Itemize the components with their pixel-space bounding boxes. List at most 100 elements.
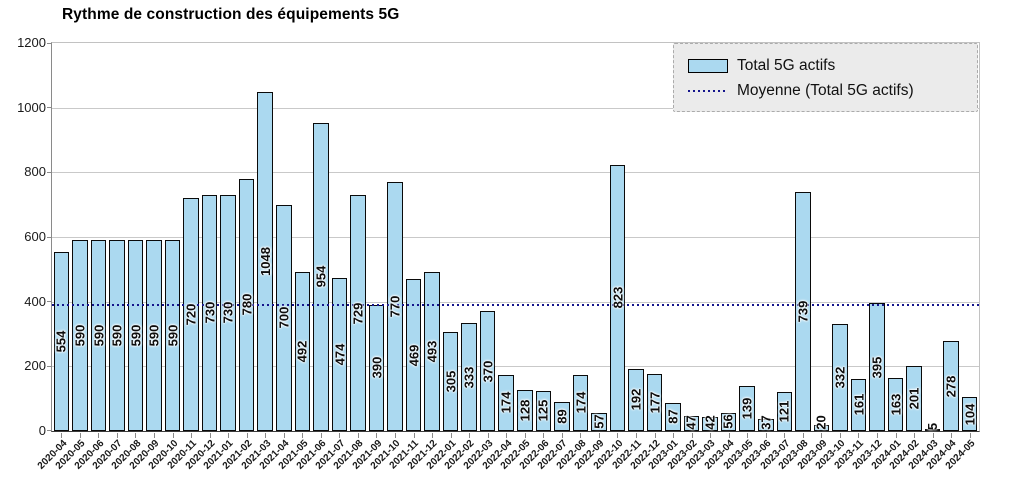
bar-value-label: 590 (90, 324, 106, 347)
bar-slot: 730 2021-01 (202, 43, 238, 472)
x-tick-mark (116, 432, 118, 438)
bar-slot: 770 2021-10 (369, 43, 405, 472)
bar-value-label: 128 (517, 399, 533, 422)
bar-slot: 121 2023-07 (758, 43, 794, 472)
y-axis-label: 400 (24, 293, 46, 309)
bar (183, 198, 199, 431)
bar-value-label: 780 (239, 294, 255, 316)
bar (201, 194, 218, 431)
bar-value-label: 20 (813, 414, 829, 430)
x-tick-mark (265, 432, 267, 438)
bar-slot: 700 2021-04 (258, 43, 293, 472)
bar (720, 412, 737, 431)
bar-value-label: 56 (721, 414, 737, 430)
dotted-line-swatch-icon (688, 90, 728, 92)
bar-slot: 87 2023-01 (647, 43, 683, 472)
x-tick-mark (691, 432, 693, 438)
bar-slot: 37 2023-06 (740, 43, 776, 472)
bar-slot: 47 2023-02 (666, 43, 701, 472)
bar-value-label: 125 (535, 399, 551, 422)
bar-value-label: 739 (795, 300, 811, 323)
x-tick-mark (802, 432, 804, 438)
bar (294, 271, 311, 431)
bar (554, 402, 570, 431)
bar-value-label: 89 (554, 409, 570, 424)
bar-value-label: 121 (776, 400, 792, 423)
bar (127, 240, 144, 431)
bar-value-label: 333 (461, 366, 477, 389)
x-tick-mark (172, 432, 174, 438)
bar (461, 323, 477, 431)
bar-slot: 192 2022-11 (610, 43, 646, 471)
x-tick-mark (135, 432, 137, 438)
bar-slot: 739 2023-08 (777, 43, 813, 472)
bar-slot: 174 2022-08 (554, 43, 590, 472)
bar-slot: 128 2022-05 (499, 43, 535, 472)
x-tick-mark (617, 432, 619, 438)
x-tick-mark (450, 432, 452, 438)
chart-title: Rythme de construction des équipements 5… (62, 6, 400, 23)
bar-slot: 590 2020-09 (128, 43, 164, 472)
bar-value-label: 590 (146, 324, 162, 347)
bar (72, 240, 88, 431)
bar-value-label: 469 (406, 344, 422, 367)
bar-value-label: 395 (869, 356, 885, 379)
bar-value-label: 37 (758, 414, 774, 430)
bar-value-label: 47 (684, 414, 700, 430)
bar-value-label: 590 (109, 324, 125, 347)
bar-slot: 493 2021-12 (406, 43, 442, 472)
gridline (52, 237, 979, 238)
bar-slot: 590 2020-05 (54, 43, 90, 472)
x-tick-mark (580, 432, 582, 438)
bar (387, 182, 403, 431)
bar (887, 378, 904, 431)
bar-value-label: 161 (850, 394, 866, 416)
bar-swatch-icon (688, 59, 728, 73)
bar (739, 386, 755, 431)
bar (350, 195, 366, 431)
bar (313, 122, 329, 431)
bar-value-label: 720 (183, 303, 199, 326)
x-tick-mark (598, 432, 600, 438)
x-tick-mark (394, 432, 396, 438)
legend-item-mean: Moyenne (Total 5G actifs) (688, 82, 977, 100)
y-axis-label: 0 (38, 423, 46, 438)
bar (850, 378, 867, 431)
bar (813, 424, 830, 431)
bar-slot: 278 2024-04 (925, 43, 961, 472)
bar (795, 192, 811, 431)
bar-value-label: 1048 (257, 247, 273, 277)
bar-value-label: 554 (53, 330, 69, 353)
bar-slot: 56 2023-04 (703, 43, 738, 472)
bar (758, 419, 774, 431)
x-tick-mark (895, 432, 897, 438)
bar-slot: 590 2020-08 (109, 43, 145, 472)
y-axis-label: 1000 (17, 99, 46, 115)
bar (53, 251, 70, 431)
x-tick-mark (524, 432, 526, 438)
x-tick-mark (506, 432, 508, 438)
bar-value-label: 700 (276, 306, 292, 329)
y-tick-mark (47, 236, 52, 238)
bar (776, 391, 793, 431)
gridline (52, 366, 979, 368)
y-tick-mark (47, 171, 52, 173)
x-tick-mark (747, 432, 749, 438)
bar-value-label: 492 (294, 340, 310, 363)
x-tick-mark (673, 432, 675, 438)
x-tick-mark (339, 432, 341, 438)
x-tick-mark (951, 432, 953, 438)
bar (405, 279, 422, 431)
bar-slot: 333 2022-02 (443, 43, 479, 472)
bar-value-label: 174 (498, 392, 514, 414)
bar-value-label: 493 (424, 340, 440, 363)
bar-slot: 177 2022-12 (629, 43, 664, 472)
bar-slot: 20 2023-09 (795, 43, 831, 472)
bar (646, 373, 663, 431)
bar (498, 374, 514, 431)
x-tick-mark (61, 432, 63, 438)
bar-value-label: 474 (331, 343, 347, 366)
bar-slot: 305 2022-01 (425, 43, 460, 472)
bar (572, 374, 589, 431)
